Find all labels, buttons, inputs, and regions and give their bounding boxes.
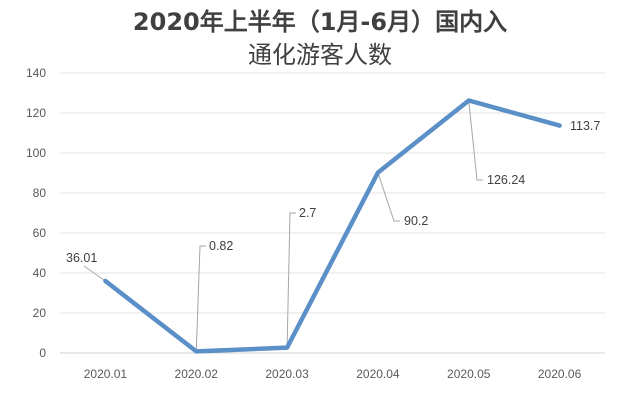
x-tick-label: 2020.03 bbox=[265, 367, 309, 381]
x-axis-ticks: 2020.01 2020.02 2020.03 2020.04 2020.05 2020.… bbox=[84, 367, 582, 381]
data-labels: 36.01 0.82 2.7 90.2 126.24 113.7 bbox=[66, 119, 600, 265]
x-tick-label: 2020.04 bbox=[356, 367, 400, 381]
data-label: 90.2 bbox=[404, 214, 428, 228]
leader-line bbox=[468, 100, 483, 181]
data-label: 0.82 bbox=[209, 239, 233, 253]
y-tick-label: 40 bbox=[33, 266, 47, 280]
leader-line bbox=[195, 245, 206, 352]
chart-title-line1: 2020年上半年（1月-6月）国内入 bbox=[132, 8, 508, 36]
leader-line bbox=[83, 265, 106, 282]
x-tick-label: 2020.01 bbox=[84, 367, 128, 381]
label-leader-lines bbox=[83, 100, 483, 352]
leader-line bbox=[377, 172, 400, 222]
x-tick-label: 2020.05 bbox=[447, 367, 491, 381]
y-tick-label: 100 bbox=[26, 146, 46, 160]
series-line bbox=[103, 98, 562, 354]
data-label: 2.7 bbox=[299, 206, 316, 220]
y-tick-label: 80 bbox=[33, 186, 47, 200]
y-tick-label: 120 bbox=[26, 106, 46, 120]
y-axis-ticks: 0 20 40 60 80 100 120 140 bbox=[26, 66, 46, 360]
data-label: 126.24 bbox=[487, 173, 525, 187]
chart-title: 2020年上半年（1月-6月）国内入 通化游客人数 bbox=[0, 6, 640, 72]
y-tick-label: 60 bbox=[33, 226, 47, 240]
x-tick-label: 2020.06 bbox=[538, 367, 582, 381]
leader-line bbox=[286, 212, 296, 348]
data-label: 113.7 bbox=[570, 119, 600, 133]
data-label: 36.01 bbox=[66, 251, 97, 265]
y-tick-label: 20 bbox=[33, 306, 47, 320]
y-tick-label: 0 bbox=[39, 346, 46, 360]
chart-title-line2: 通化游客人数 bbox=[248, 41, 392, 69]
y-tick-label: 140 bbox=[26, 66, 46, 80]
x-tick-label: 2020.02 bbox=[175, 367, 219, 381]
